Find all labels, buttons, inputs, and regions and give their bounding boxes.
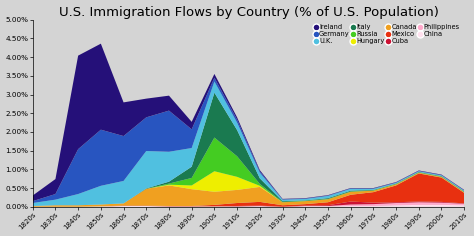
Legend: Ireland, Germany, U.K., Italy, Russia, Hungary, Canada, Mexico, Cuba, Philippine: Ireland, Germany, U.K., Italy, Russia, H… <box>313 23 461 46</box>
Title: U.S. Immigration Flows by Country (% of U.S. Population): U.S. Immigration Flows by Country (% of … <box>58 6 438 19</box>
